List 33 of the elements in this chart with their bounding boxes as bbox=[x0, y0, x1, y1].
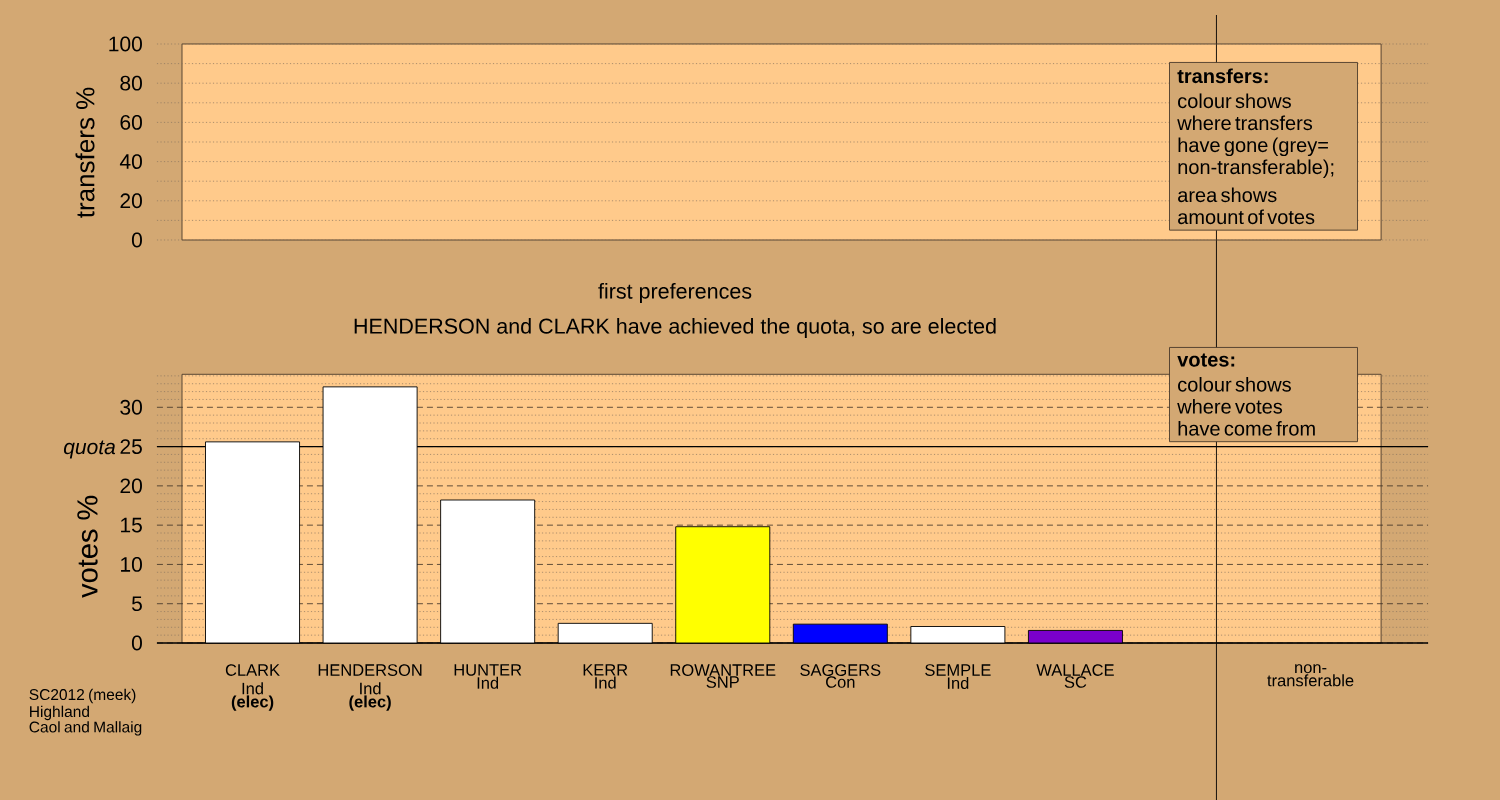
x-tick-label: SEMPLE Ind bbox=[925, 664, 991, 689]
y-tick-label: 10 bbox=[121, 557, 142, 572]
y-tick-label: 0 bbox=[131, 635, 142, 651]
y-tick-label: 5 bbox=[131, 596, 142, 612]
annotation: transfers: bbox=[1177, 68, 1268, 84]
y-tick-label: 60 bbox=[120, 114, 142, 130]
y-tick-label: 20 bbox=[120, 193, 142, 209]
y-tick-label: 100 bbox=[109, 36, 142, 52]
annotation: area shows amount of votes bbox=[1178, 187, 1315, 225]
y-axis-title: transfers % bbox=[75, 87, 95, 218]
x-tick-label: CLARK Ind (elec) bbox=[225, 664, 280, 711]
ref-line-label: quota bbox=[63, 440, 116, 459]
x-tick-label: SAGGERS Con bbox=[800, 664, 881, 688]
y-tick-label: 25 bbox=[120, 439, 142, 455]
annotation: colour shows where transfers have gone (grey= non-transferable); bbox=[1177, 93, 1334, 179]
annotation: colour shows where votes have come from bbox=[1177, 376, 1315, 436]
text: SC2012 (meek) Highland Caol and Mallaig bbox=[29, 688, 142, 736]
text: votes: bbox=[1177, 353, 1235, 367]
x-tick-label: HENDERSON Ind (elec) bbox=[318, 664, 422, 711]
y-axis-title: votes % bbox=[77, 495, 98, 598]
x-tick-label: non- transferable bbox=[1267, 664, 1354, 687]
y-tick-label: 30 bbox=[120, 399, 142, 415]
x-tick-label: KERR Ind bbox=[583, 664, 628, 689]
x-tick-label: WALLACE SC bbox=[1036, 664, 1114, 688]
y-tick-label: 20 bbox=[120, 478, 142, 494]
y-tick-label: 80 bbox=[120, 75, 142, 91]
x-tick-label: ROWANTREE SNP bbox=[670, 664, 776, 688]
y-tick-label: 0 bbox=[131, 232, 142, 248]
y-tick-label: 15 bbox=[121, 517, 142, 533]
chart-subtitle: HENDERSON and CLARK have achieved the quota, so are elected bbox=[354, 317, 996, 339]
chart-title: first preferences bbox=[598, 282, 752, 304]
y-tick-label: 40 bbox=[119, 154, 142, 170]
x-tick-label: HUNTER Ind bbox=[454, 664, 522, 689]
